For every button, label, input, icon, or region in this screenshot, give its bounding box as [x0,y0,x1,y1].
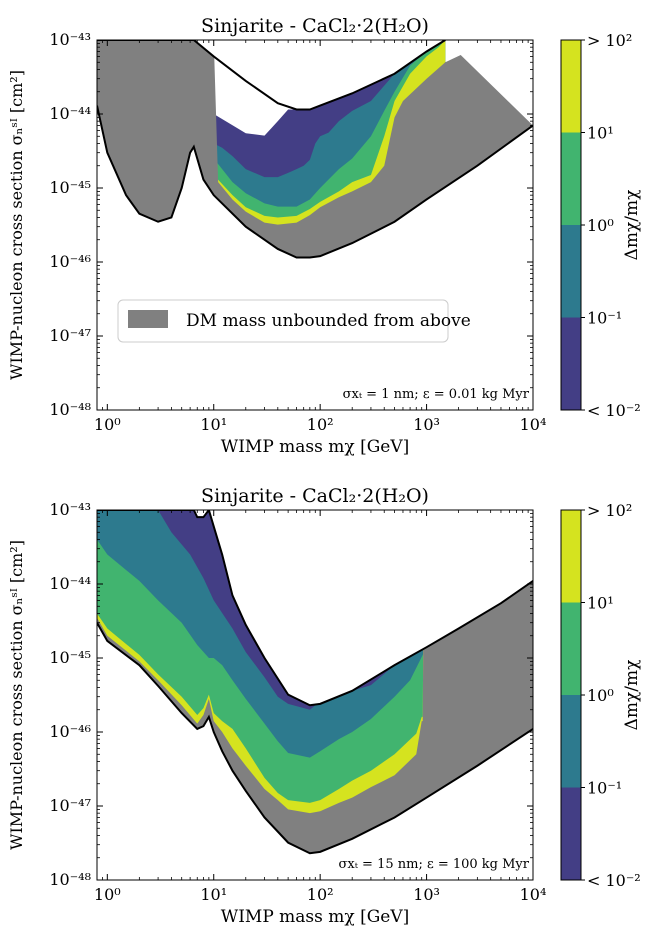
y-tick-label: 10⁻⁴⁴ [49,104,91,123]
colorbar-segment [561,787,581,880]
x-axis-label: WIMP mass mχ [GeV] [221,907,410,927]
colorbar-tick-label: 10⁰ [587,216,614,235]
legend-box [117,299,449,343]
x-tick-label: 10⁰ [94,885,121,904]
colorbar-tick-label: 10¹ [587,124,614,143]
y-tick-label: 10⁻⁴⁶ [49,722,91,741]
colorbar-tick-label: 10⁰ [587,686,614,705]
x-tick-label: 10¹ [200,885,227,904]
y-axis-label: WIMP-nucleon cross section σₙˢᴵ [cm²] [7,540,26,850]
colorbar-segment [561,317,581,410]
parameter-annotation: σxₜ = 1 nm; ε = 0.01 kg Myr [343,387,530,402]
colorbar-segment [561,510,581,603]
upper-boundary-line [97,510,533,707]
lower-boundary-line [97,105,533,259]
y-tick-label: 10⁻⁴³ [49,500,91,519]
x-tick-label: 10¹ [200,415,227,434]
x-tick-label: 10⁰ [94,415,121,434]
colorbar-tick-label: 10⁻¹ [587,779,622,798]
x-tick-label: 10⁴ [520,885,547,904]
colorbar-segment [561,132,581,225]
colorbar-segment [561,695,581,788]
colorbar-segment [561,602,581,695]
y-tick-label: 10⁻⁴⁵ [49,648,91,667]
legend-swatch [128,310,168,328]
y-tick-label: 10⁻⁴⁶ [49,252,91,271]
x-axis-label: WIMP mass mχ [GeV] [221,437,410,457]
x-tick-label: 10⁴ [520,415,547,434]
colorbar: > 10² 10¹ 10⁰ 10⁻¹ < 10⁻² Δmχ/mχ [560,501,642,890]
y-tick-label: 10⁻⁴⁴ [49,574,91,593]
chart-title: Sinjarite - CaCl₂·2(H₂O) [201,485,429,507]
y-tick-label: 10⁻⁴⁷ [49,326,91,345]
colorbar-tick-label: > 10² [587,31,632,50]
region-unbounded-gray [97,40,533,258]
chart-title: Sinjarite - CaCl₂·2(H₂O) [201,15,429,37]
chart-panel-2: 10⁰ 10¹ 10² 10³ 10⁴ 10⁻⁴⁸ 10⁻⁴⁷ 10⁻⁴⁶ 10⁻⁴⁵ 10⁻⁴⁴… [7,485,642,927]
colorbar-label: Δmχ/mχ [622,660,642,731]
colorbar-tick-label: < 10⁻² [587,871,641,890]
colorbar-tick-label: < 10⁻² [587,401,641,420]
x-tick-label: 10³ [413,415,440,434]
lower-boundary-line [97,622,533,855]
x-tick-label: 10³ [413,885,440,904]
chart-panel-1: 10⁰ 10¹ 10² 10³ 10⁴ 10⁻⁴⁸ 10⁻⁴⁷ 10⁻⁴⁶ 10⁻⁴⁵ 10⁻⁴⁴… [7,15,642,457]
y-axis-label: WIMP-nucleon cross section σₙˢᴵ [cm²] [7,70,26,380]
colorbar-tick-label: > 10² [587,501,632,520]
colorbar-segment [561,225,581,318]
y-tick-label: 10⁻⁴⁸ [49,400,91,419]
colorbar-tick-label: 10¹ [587,594,614,613]
parameter-annotation: σxₜ = 15 nm; ε = 100 kg Myr [339,857,530,872]
colorbar: > 10² 10¹ 10⁰ 10⁻¹ < 10⁻² Δmχ/mχ [560,31,642,420]
legend-label: DM mass unbounded from above [186,311,471,331]
colorbar-segment [561,40,581,133]
upper-boundary-line [97,40,446,111]
x-tick-label: 10² [307,885,334,904]
y-tick-label: 10⁻⁴⁷ [49,796,91,815]
y-tick-label: 10⁻⁴⁸ [49,870,91,889]
legend: DM mass unbounded from above [117,299,471,343]
y-tick-label: 10⁻⁴³ [49,30,91,49]
colorbar-tick-label: 10⁻¹ [587,309,622,328]
x-tick-label: 10² [307,415,334,434]
y-tick-label: 10⁻⁴⁵ [49,178,91,197]
colorbar-label: Δmχ/mχ [622,190,642,261]
